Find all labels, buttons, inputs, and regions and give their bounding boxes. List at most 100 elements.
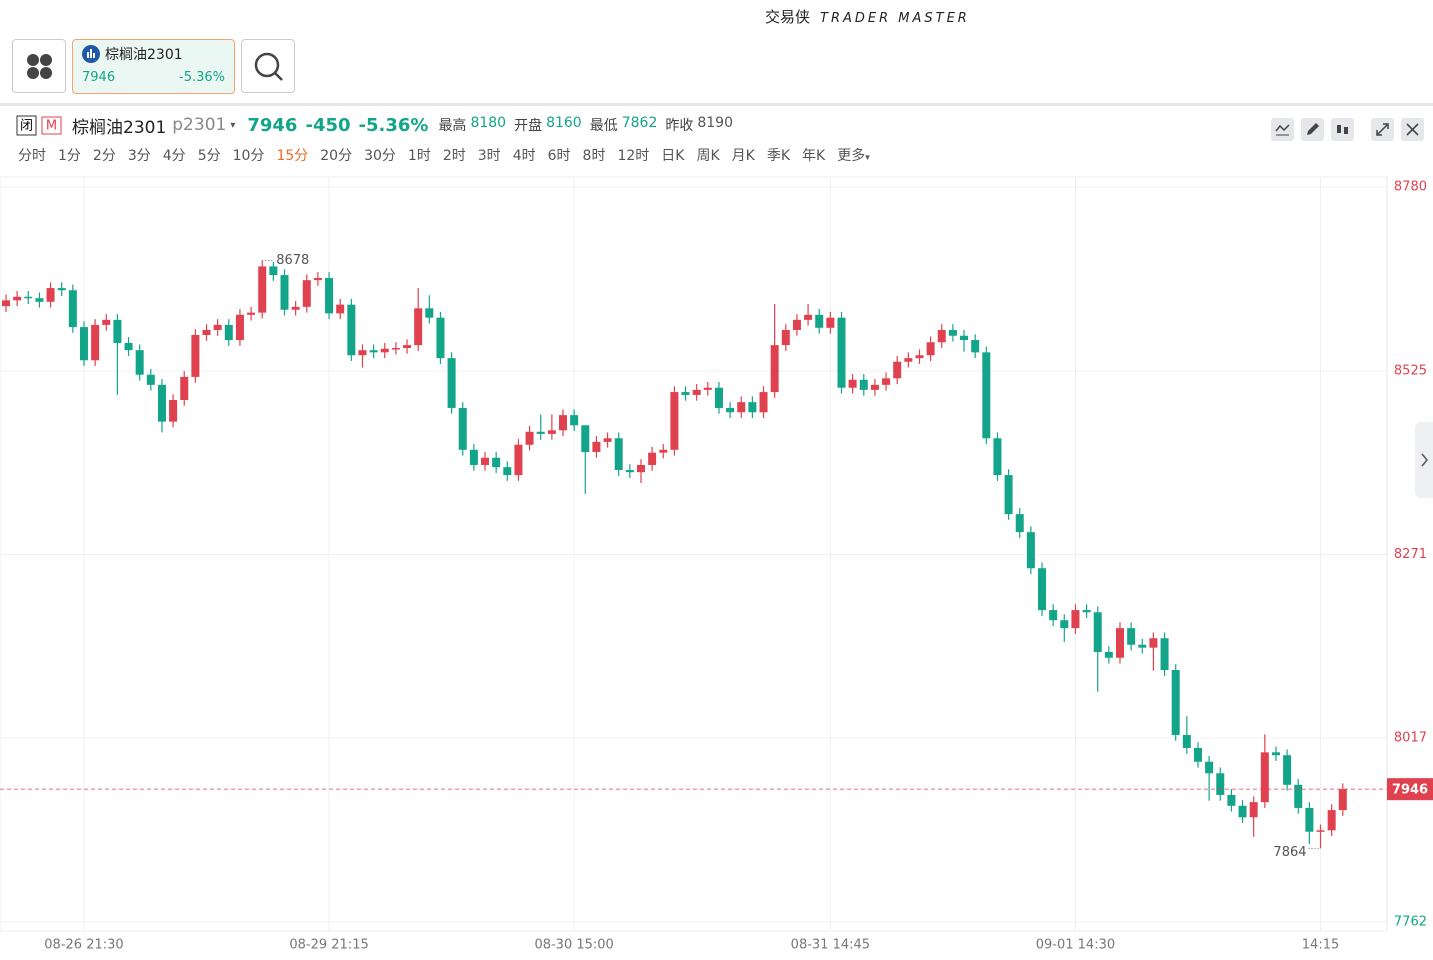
- interval[interactable]: 1时: [407, 148, 431, 164]
- interval[interactable]: 3分: [127, 148, 151, 164]
- last-price-box: [1387, 778, 1433, 801]
- candle-body: [570, 415, 579, 426]
- candle-body: [559, 415, 567, 431]
- candle-body: [102, 319, 111, 325]
- candle-body: [1338, 789, 1347, 811]
- interval[interactable]: 3时: [477, 148, 501, 164]
- candle-body: [1216, 773, 1225, 795]
- candle-body: [403, 345, 412, 349]
- candle-body: [135, 350, 144, 375]
- toggle-icon: [1421, 453, 1428, 467]
- candle-body: [447, 358, 456, 408]
- candle-body: [13, 296, 22, 301]
- tool-button[interactable]: [1301, 118, 1324, 141]
- candle-body: [859, 379, 868, 390]
- candle-body: [1015, 514, 1024, 533]
- candle-body: [1205, 761, 1214, 774]
- search-button[interactable]: [241, 39, 295, 93]
- menu-button[interactable]: [12, 39, 66, 93]
- interval[interactable]: 10分: [232, 148, 265, 164]
- candle-body: [714, 387, 723, 408]
- y-tick-label: 7762: [1394, 915, 1427, 930]
- interval[interactable]: 12时: [617, 148, 650, 164]
- candle-body: [157, 384, 166, 422]
- y-tick-label: 8780: [1394, 180, 1427, 195]
- candle-body: [1060, 620, 1069, 629]
- candle-body: [1104, 651, 1113, 658]
- interval[interactable]: 季K: [766, 148, 791, 164]
- interval[interactable]: 8时: [582, 148, 606, 164]
- svg-text:M: M: [46, 119, 57, 134]
- candle-body: [670, 392, 679, 450]
- candle-body: [703, 387, 712, 390]
- candle-body: [659, 449, 668, 453]
- interval[interactable]: 2时: [442, 148, 466, 164]
- close-button[interactable]: [1401, 118, 1424, 141]
- side-panel-toggle[interactable]: [1415, 422, 1433, 498]
- candle-body: [1283, 755, 1292, 785]
- candle-body: [35, 298, 44, 302]
- candle-body: [1149, 638, 1158, 648]
- interval[interactable]: 年K: [802, 148, 826, 164]
- candle-body: [971, 340, 980, 353]
- interval[interactable]: 30分: [364, 148, 396, 164]
- interval[interactable]: 6时: [547, 148, 571, 164]
- expand-icon: [1376, 123, 1389, 136]
- last-price-label: 7946: [1392, 783, 1428, 798]
- quote-name: 棕榈油2301: [72, 117, 167, 138]
- candle-body: [2, 300, 10, 307]
- tool-button[interactable]: [1331, 118, 1354, 141]
- stat-value: 8160: [546, 115, 582, 131]
- candle-body: [391, 348, 400, 350]
- candle-body: [425, 308, 434, 318]
- quote-code[interactable]: p2301: [172, 115, 227, 135]
- x-tick-label: 14:15: [1302, 938, 1339, 953]
- candle-body: [347, 304, 356, 356]
- candle-body: [91, 324, 100, 361]
- candle-body: [113, 319, 122, 343]
- tool-icon: [1275, 124, 1290, 136]
- candle-body: [1327, 810, 1336, 831]
- interval[interactable]: 4分: [162, 148, 186, 164]
- candle-body: [993, 438, 1002, 476]
- candle-body: [503, 467, 512, 476]
- candle-body: [224, 324, 233, 341]
- interval[interactable]: 月K: [731, 148, 755, 164]
- interval[interactable]: 日K: [661, 148, 685, 164]
- svg-text:闭: 闭: [20, 119, 33, 134]
- candle-body: [848, 379, 857, 388]
- candle-body: [681, 392, 690, 395]
- candle-body: [1038, 568, 1047, 611]
- stat-value: 7862: [621, 115, 658, 131]
- candle-body: [882, 378, 891, 385]
- interval-bar: 分时 1分 2分 3分 4分 5分 10分 15分 20分 30分 1时 2时 3时 4时 6时 8时 12时日…: [18, 145, 882, 165]
- interval[interactable]: 2分: [92, 148, 116, 164]
- interval[interactable]: 分时: [18, 148, 46, 164]
- candle-body: [592, 441, 601, 452]
- stat-label: 开盘: [514, 118, 543, 134]
- tool-button[interactable]: [1271, 118, 1294, 141]
- symbol-tab[interactable]: 棕榈油2301 7946 -5.36%: [72, 39, 235, 94]
- candle-body: [1193, 747, 1202, 762]
- candle-body: [1260, 752, 1269, 803]
- interval[interactable]: 周K: [696, 148, 720, 164]
- interval[interactable]: 15分: [276, 148, 309, 164]
- candle-body: [469, 449, 478, 465]
- candle-body: [124, 342, 133, 351]
- interval[interactable]: 5分: [197, 148, 221, 164]
- candle-body: [1116, 628, 1124, 658]
- candle-body: [759, 392, 768, 413]
- candle-body: [313, 277, 322, 281]
- interval[interactable]: 1分: [58, 148, 81, 164]
- candle-body: [937, 329, 946, 343]
- stat-value: 8190: [697, 115, 733, 131]
- interval[interactable]: 4时: [512, 148, 536, 164]
- interval[interactable]: 20分: [320, 148, 353, 164]
- candle-body: [247, 312, 256, 315]
- candle-body: [1238, 805, 1247, 818]
- candle-body: [781, 329, 790, 346]
- interval[interactable]: 更多▾: [837, 148, 870, 164]
- menu-icon: [27, 54, 52, 79]
- expand-button[interactable]: [1371, 118, 1394, 141]
